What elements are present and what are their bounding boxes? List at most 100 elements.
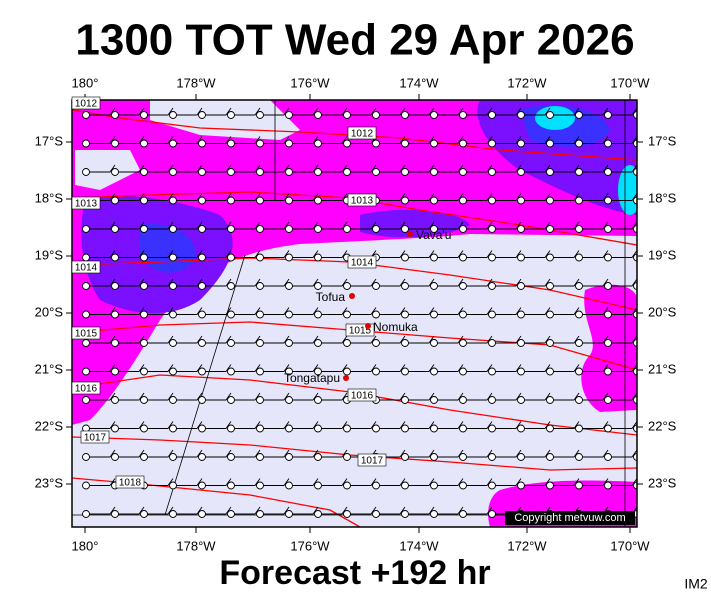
station (401, 196, 409, 205)
wind-barb (260, 164, 290, 173)
station (169, 225, 177, 233)
station (488, 196, 496, 205)
isobar-label-box: 1013 (347, 193, 377, 207)
station (256, 253, 264, 262)
station (343, 282, 351, 290)
wind-barb (173, 250, 203, 258)
isobar-label-box: 1012 (71, 96, 101, 110)
wind-barb (144, 392, 174, 401)
x-tick-label: 172°W (507, 538, 547, 553)
station (314, 339, 322, 347)
wind-barb (579, 364, 609, 372)
wind-barb (463, 307, 493, 315)
station (372, 282, 380, 290)
wind-barb (492, 449, 522, 458)
wind-barb (231, 478, 261, 486)
station (517, 310, 525, 319)
isobar-label-bg (71, 96, 101, 110)
station (314, 225, 322, 233)
x-tick-label: 174°W (399, 538, 439, 553)
wind-barb (405, 250, 435, 258)
wind-barb (202, 364, 232, 372)
station (314, 282, 322, 290)
station (111, 396, 119, 404)
wind-barb (463, 478, 493, 486)
station (546, 139, 554, 148)
station (227, 339, 235, 347)
wind-barb (405, 107, 435, 116)
wind-barb (260, 506, 290, 515)
wind-barb (289, 421, 319, 429)
station (140, 253, 148, 262)
wind-barb (579, 335, 609, 344)
x-tick-label: 176°W (290, 75, 330, 90)
wind-barb (405, 478, 435, 486)
wind-barb (318, 164, 348, 173)
y-tick-label: 23°S (648, 475, 677, 490)
station (111, 168, 119, 176)
station (604, 453, 612, 461)
station (575, 481, 583, 490)
wind-barb (550, 478, 580, 486)
magenta-field (72, 100, 637, 425)
wind-barb (173, 335, 203, 344)
title: 1300 TOT Wed 29 Apr 2026 (75, 16, 634, 65)
wind-barb (550, 278, 580, 287)
station (488, 111, 496, 119)
wind-barb (318, 392, 348, 401)
wind-barb (521, 250, 551, 258)
station (169, 510, 177, 518)
station (285, 339, 293, 347)
wind-barb (434, 221, 464, 230)
wind-barb (231, 307, 261, 315)
wind-barb (260, 136, 290, 144)
wind-barb (202, 278, 232, 287)
station (430, 367, 438, 376)
wind-barb (144, 136, 174, 144)
wind-barb (289, 193, 319, 201)
station (198, 424, 206, 433)
isobar-label: 1016 (351, 391, 374, 402)
wind-barb (405, 364, 435, 372)
station (314, 481, 322, 490)
station (227, 453, 235, 461)
wind-barb (260, 392, 290, 401)
wind-barb (637, 336, 666, 343)
station (198, 196, 206, 205)
station (517, 196, 525, 205)
wind-barb (202, 107, 232, 116)
wind-barb (405, 392, 435, 401)
wind-barb (550, 250, 580, 258)
station (256, 453, 264, 461)
wind-barb (347, 364, 377, 372)
station (401, 453, 409, 461)
isobar-label-bg (357, 453, 387, 467)
wind-barb (405, 449, 435, 458)
wind-barb (289, 478, 319, 486)
station (488, 424, 496, 433)
station (401, 111, 409, 119)
station (140, 396, 148, 404)
station (575, 225, 583, 233)
wind-barb (347, 107, 377, 116)
wind-barb (260, 193, 290, 201)
isobar-label: 1013 (351, 196, 374, 207)
wind-barb (318, 221, 348, 230)
wind-barb (231, 278, 261, 287)
station (488, 396, 496, 404)
wind-barb (86, 307, 116, 315)
station (372, 339, 380, 347)
isobar-label-bg (347, 255, 377, 269)
wind-barb (289, 250, 319, 258)
place-name: Vava'u (416, 228, 451, 242)
wind-barb (144, 250, 174, 258)
wind-barb (608, 164, 637, 173)
station (401, 481, 409, 490)
station (227, 424, 235, 433)
cyan-field (535, 106, 575, 130)
station (546, 396, 554, 404)
station (285, 310, 293, 319)
isobar-label: 1018 (119, 478, 142, 489)
station (459, 367, 467, 376)
isobar-label-bg (71, 260, 101, 274)
